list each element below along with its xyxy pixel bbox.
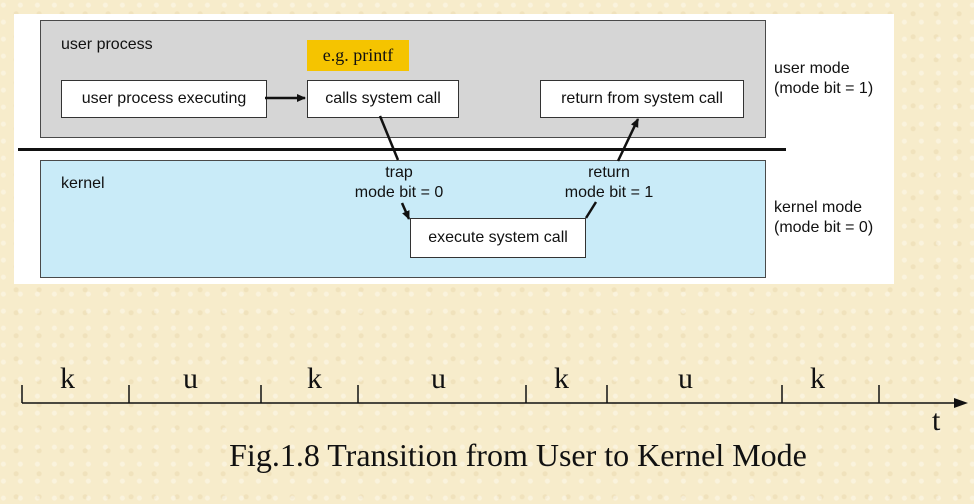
timeline-segment-kernel: k [810, 362, 825, 395]
user-mode-label-line2: (mode bit = 1) [774, 80, 874, 97]
timeline-axis-label: t [932, 404, 941, 437]
mode-divider-line [18, 148, 786, 151]
timeline-segment-kernel: k [554, 362, 569, 395]
execute-system-call-box: execute system call [410, 218, 586, 258]
trap-label: trap mode bit = 0 [344, 163, 454, 203]
kernel-mode-label-line1: kernel mode [774, 199, 863, 216]
user-mode-label-line1: user mode [774, 60, 850, 77]
user-process-executing-box: user process executing [61, 80, 267, 118]
return-label-line2: mode bit = 1 [564, 184, 654, 201]
user-mode-label: user mode (mode bit = 1) [774, 59, 873, 99]
return-label: return mode bit = 1 [554, 163, 664, 203]
return-label-line1: return [588, 164, 630, 181]
calls-system-call-box: calls system call [307, 80, 459, 118]
kernel-mode-label: kernel mode (mode bit = 0) [774, 198, 873, 238]
kernel-mode-label-line2: (mode bit = 0) [774, 219, 874, 236]
timeline-segment-kernel: k [307, 362, 322, 395]
timeline-segment-user: u [678, 362, 693, 395]
timeline-segment-kernel: k [60, 362, 75, 395]
timeline-arrowhead [954, 398, 968, 408]
kernel-label: kernel [61, 175, 105, 192]
example-note: e.g. printf [307, 40, 409, 71]
timeline-segment-user: u [183, 362, 198, 395]
trap-label-line2: mode bit = 0 [354, 184, 444, 201]
trap-label-line1: trap [385, 164, 413, 181]
diagram-panel: user process kernel e.g. printf user pro… [14, 14, 894, 284]
user-mode-region [40, 20, 766, 138]
return-from-system-call-box: return from system call [540, 80, 744, 118]
user-process-label: user process [61, 36, 153, 53]
figure-caption: Fig.1.8 Transition from User to Kernel M… [229, 437, 807, 473]
timeline-segment-user: u [431, 362, 446, 395]
